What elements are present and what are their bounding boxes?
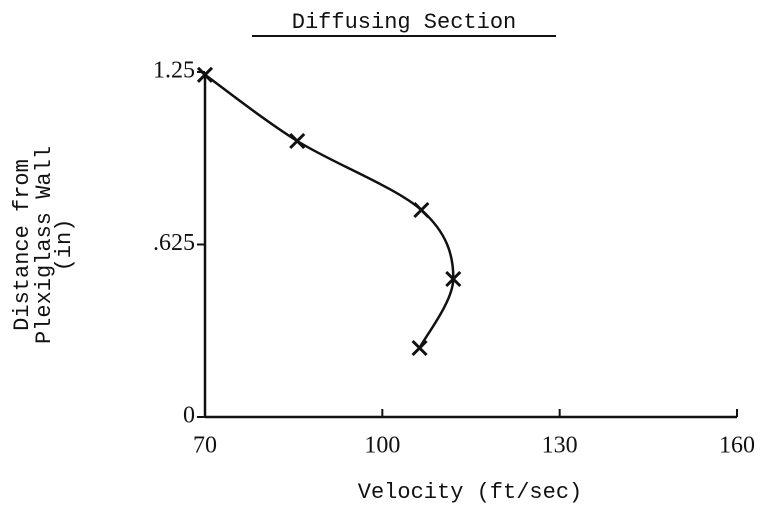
x-tick-label: 130 bbox=[542, 433, 578, 459]
y-tick-label: .625 bbox=[153, 230, 195, 256]
point-marker bbox=[411, 339, 428, 357]
point-marker bbox=[289, 132, 306, 150]
y-axis-label-line: Distance from bbox=[10, 159, 35, 331]
chart-title: Diffusing Section bbox=[292, 10, 516, 35]
x-axis-label: Velocity (ft/sec) bbox=[358, 480, 582, 505]
y-axis-label-line: (in) bbox=[52, 219, 77, 272]
y-axis-label: Distance from Plexiglass Wall (in) bbox=[10, 146, 77, 344]
point-marker bbox=[196, 66, 214, 83]
x-tick-label: 160 bbox=[719, 433, 755, 459]
y-axis-label-line: Plexiglass Wall bbox=[32, 146, 57, 344]
x-tick-label: 70 bbox=[193, 433, 217, 459]
data-line bbox=[204, 73, 455, 349]
x-tick-label: 100 bbox=[364, 433, 400, 459]
point-marker bbox=[445, 270, 462, 288]
point-marker bbox=[413, 201, 430, 219]
y-tick-label: 1.25 bbox=[153, 58, 195, 84]
y-tick-label: 0 bbox=[183, 403, 195, 429]
